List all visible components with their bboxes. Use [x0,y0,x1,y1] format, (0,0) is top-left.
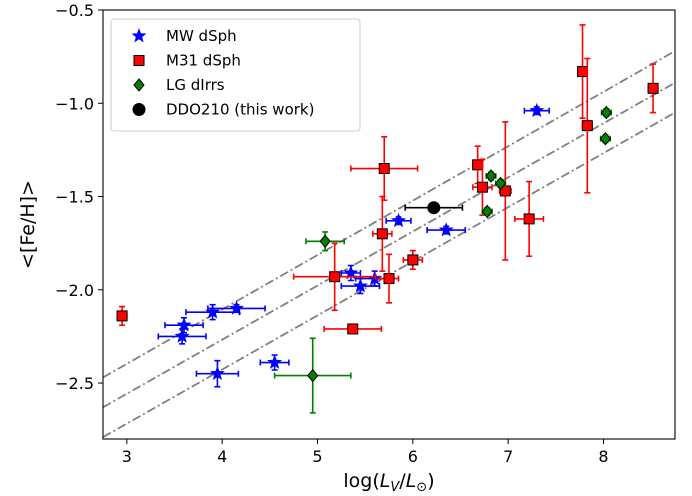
data-point [407,254,419,266]
data-point [319,234,331,249]
legend-label: MW dSph [166,27,237,45]
data-point [329,271,341,283]
data-point [481,204,493,219]
data-point [600,105,613,120]
data-point [383,273,395,285]
x-tick-label: 7 [503,447,513,466]
series-2 [116,24,659,335]
data-point [209,365,225,381]
y-tick-label: −1.5 [55,188,94,207]
legend-marker [133,78,145,92]
data-point [176,317,192,332]
series-4 [404,201,464,215]
legend: MW dSph M31 dSph LG dIrrs DDO210 (this work… [110,18,361,132]
x-tick-label: 3 [122,447,132,466]
data-point [352,278,368,293]
y-tick-label: −1.0 [55,94,94,113]
x-tick-label: 4 [217,447,227,466]
data-point [347,323,359,335]
series-1 [157,102,550,388]
legend-box [110,18,361,132]
data-point [391,212,406,228]
x-axis-label: log(LV/L⊙) [343,470,434,495]
legend-entry: LG dIrrs [133,76,225,94]
legend-entry: M31 dSph [133,52,241,70]
legend-label: DDO210 (this work) [166,101,314,119]
data-point [438,222,454,237]
legend-marker [131,28,147,43]
data-point [476,181,488,193]
y-axis-label: <[Fe/H]> [17,180,39,269]
data-point [174,328,190,343]
legend-entry: MW dSph [131,27,237,45]
data-point [376,228,388,240]
legend-label: M31 dSph [166,52,241,70]
plot-frame [102,9,676,440]
y-tick-label: −2.0 [55,281,94,300]
data-point [307,368,319,383]
x-tick-label: 5 [312,447,322,466]
data-point [581,120,593,132]
data-point [529,102,545,118]
legend-label: LG dIrrs [166,76,225,94]
data-point [599,131,612,146]
x-tick-label: 6 [408,447,418,466]
legend-entry: DDO210 (this work) [132,101,314,119]
data-point [485,169,497,183]
y-tick-label: −0.5 [55,1,94,20]
data-point [647,82,659,94]
data-point [472,159,484,171]
data-points [116,24,659,414]
relation-line-1 [103,50,675,379]
data-point [494,176,507,191]
x-tick-label: 8 [598,447,608,466]
data-point [378,163,390,175]
data-point [577,66,589,78]
data-point [427,201,441,215]
data-point [116,310,128,322]
data-point [523,213,535,225]
data-point [229,300,244,315]
relation-line-2 [103,81,675,409]
data-point [267,354,283,369]
legend-marker [133,55,145,66]
series-3 [273,105,613,414]
legend-marker [132,103,146,116]
y-tick-label: −2.5 [55,374,94,393]
axis-ticks: 3 4 5 6 7 8 −2.5 −2.0 −1.5 −1.0 −0.5 [55,1,608,466]
